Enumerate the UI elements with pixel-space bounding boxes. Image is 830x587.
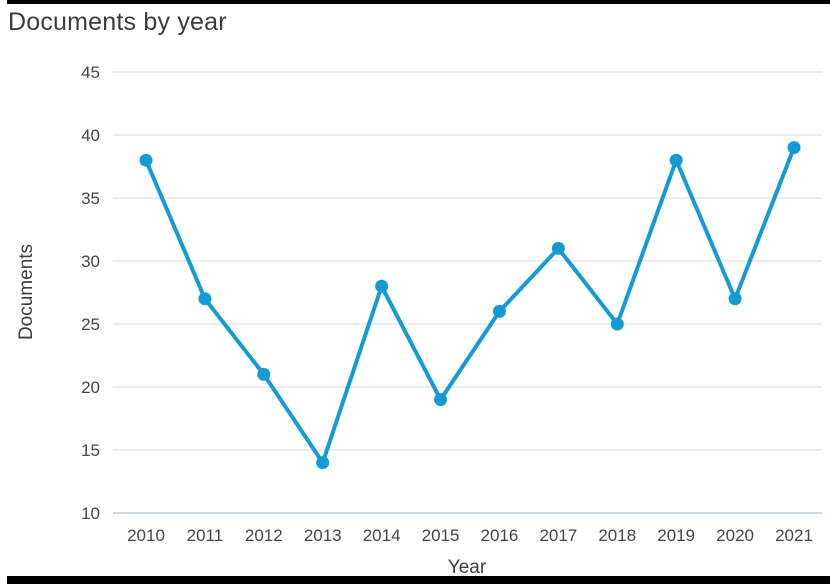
data-point[interactable] [434,393,448,407]
x-axis-title: Year [447,557,487,578]
x-tick-label: 2017 [539,526,577,545]
data-point[interactable] [257,367,271,381]
data-point[interactable] [316,456,330,470]
data-point[interactable] [728,292,742,306]
data-point[interactable] [551,241,565,255]
data-point[interactable] [139,153,153,167]
y-tick-label: 15 [81,441,100,460]
y-tick-label: 25 [81,315,100,334]
x-tick-label: 2015 [422,526,460,545]
x-tick-label: 2012 [245,526,283,545]
x-tick-label: 2019 [657,526,695,545]
y-tick-label: 40 [81,126,100,145]
y-tick-label: 45 [81,63,100,82]
x-tick-label: 2011 [187,526,224,545]
data-point[interactable] [669,153,683,167]
x-tick-label: 2016 [481,526,519,545]
y-tick-label: 10 [81,504,100,523]
y-tick-label: 35 [81,189,100,208]
data-point[interactable] [787,141,801,155]
x-tick-label: 2018 [598,526,636,545]
top-border-bar [7,0,830,4]
data-point[interactable] [198,292,212,306]
x-tick-label: 2010 [127,526,165,545]
x-tick-label: 2020 [716,526,754,545]
data-point[interactable] [610,317,624,331]
data-point[interactable] [375,279,389,293]
x-tick-label: 2014 [363,526,401,545]
data-line [144,145,796,465]
data-point[interactable] [492,304,506,318]
bottom-border-bar [7,576,830,584]
x-tick-label: 2021 [775,526,813,545]
x-tick-label: 2013 [304,526,342,545]
chart-title: Documents by year [8,8,227,36]
y-tick-label: 20 [81,378,100,397]
y-tick-label: 30 [81,252,100,271]
